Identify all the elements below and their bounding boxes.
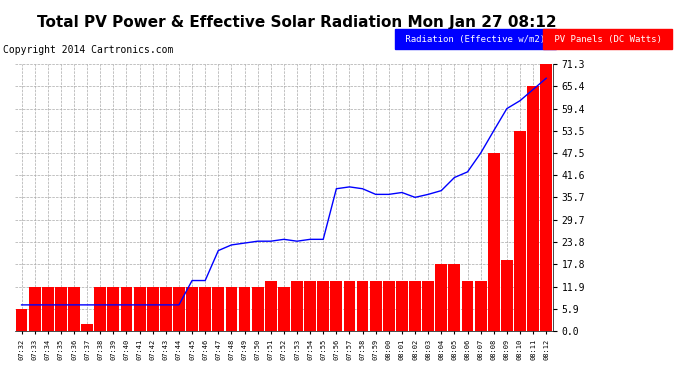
Bar xyxy=(501,260,513,331)
Bar xyxy=(226,286,237,331)
Bar xyxy=(527,86,539,331)
Bar xyxy=(475,280,486,331)
Bar xyxy=(213,286,224,331)
Text: Total PV Power & Effective Solar Radiation Mon Jan 27 08:12: Total PV Power & Effective Solar Radiati… xyxy=(37,15,557,30)
Bar xyxy=(331,280,342,331)
Bar xyxy=(448,264,460,331)
Bar xyxy=(16,309,28,331)
Bar xyxy=(514,130,526,331)
Bar xyxy=(121,286,132,331)
Bar xyxy=(29,286,41,331)
Bar xyxy=(278,286,290,331)
Bar xyxy=(186,286,198,331)
Bar xyxy=(55,286,67,331)
Text: Radiation (Effective w/m2): Radiation (Effective w/m2) xyxy=(400,35,551,44)
Bar xyxy=(252,286,264,331)
Bar xyxy=(42,286,54,331)
Text: PV Panels (DC Watts): PV Panels (DC Watts) xyxy=(549,35,667,44)
Bar xyxy=(81,324,93,331)
Bar xyxy=(462,280,473,331)
Bar xyxy=(317,280,329,331)
Bar xyxy=(147,286,159,331)
Bar xyxy=(239,286,250,331)
Bar xyxy=(160,286,172,331)
Bar xyxy=(357,280,368,331)
Bar xyxy=(409,280,421,331)
Text: Copyright 2014 Cartronics.com: Copyright 2014 Cartronics.com xyxy=(3,45,174,55)
Bar xyxy=(396,280,408,331)
Bar xyxy=(540,64,552,331)
Bar xyxy=(68,286,80,331)
Bar xyxy=(422,280,434,331)
Bar xyxy=(488,153,500,331)
Bar xyxy=(435,264,447,331)
Bar xyxy=(383,280,395,331)
Bar xyxy=(134,286,146,331)
Bar xyxy=(291,280,303,331)
Bar xyxy=(370,280,382,331)
Bar xyxy=(95,286,106,331)
Bar xyxy=(199,286,211,331)
Bar xyxy=(173,286,185,331)
Bar xyxy=(108,286,119,331)
Bar xyxy=(304,280,316,331)
Bar xyxy=(344,280,355,331)
Bar xyxy=(265,280,277,331)
